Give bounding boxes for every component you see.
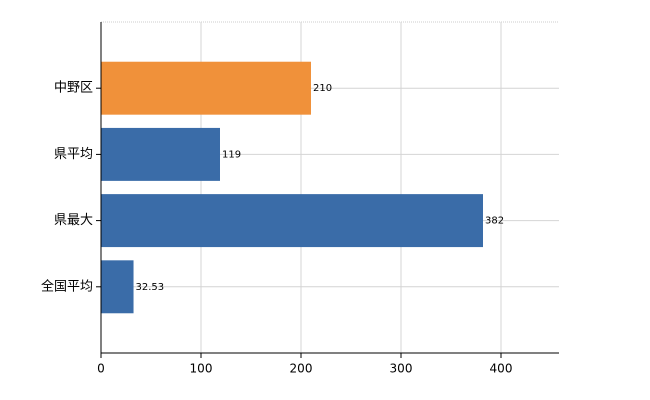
bar	[101, 260, 134, 314]
value-label: 32.53	[136, 282, 165, 293]
x-tick-label: 0	[97, 362, 105, 376]
y-tick-label: 県最大	[54, 213, 93, 228]
y-tick-label: 県平均	[54, 147, 93, 162]
value-label: 210	[313, 83, 332, 94]
y-tick-label: 全国平均	[41, 278, 93, 294]
bar	[101, 194, 483, 248]
value-label: 382	[485, 216, 504, 227]
y-tick-label: 中野区	[54, 81, 93, 96]
x-tick-label: 100	[190, 362, 213, 376]
x-tick-label: 200	[290, 362, 313, 376]
value-label: 119	[222, 149, 241, 160]
x-tick-label: 300	[390, 362, 413, 376]
bar	[101, 127, 220, 181]
x-tick-label: 400	[490, 362, 513, 376]
bar	[101, 61, 311, 115]
